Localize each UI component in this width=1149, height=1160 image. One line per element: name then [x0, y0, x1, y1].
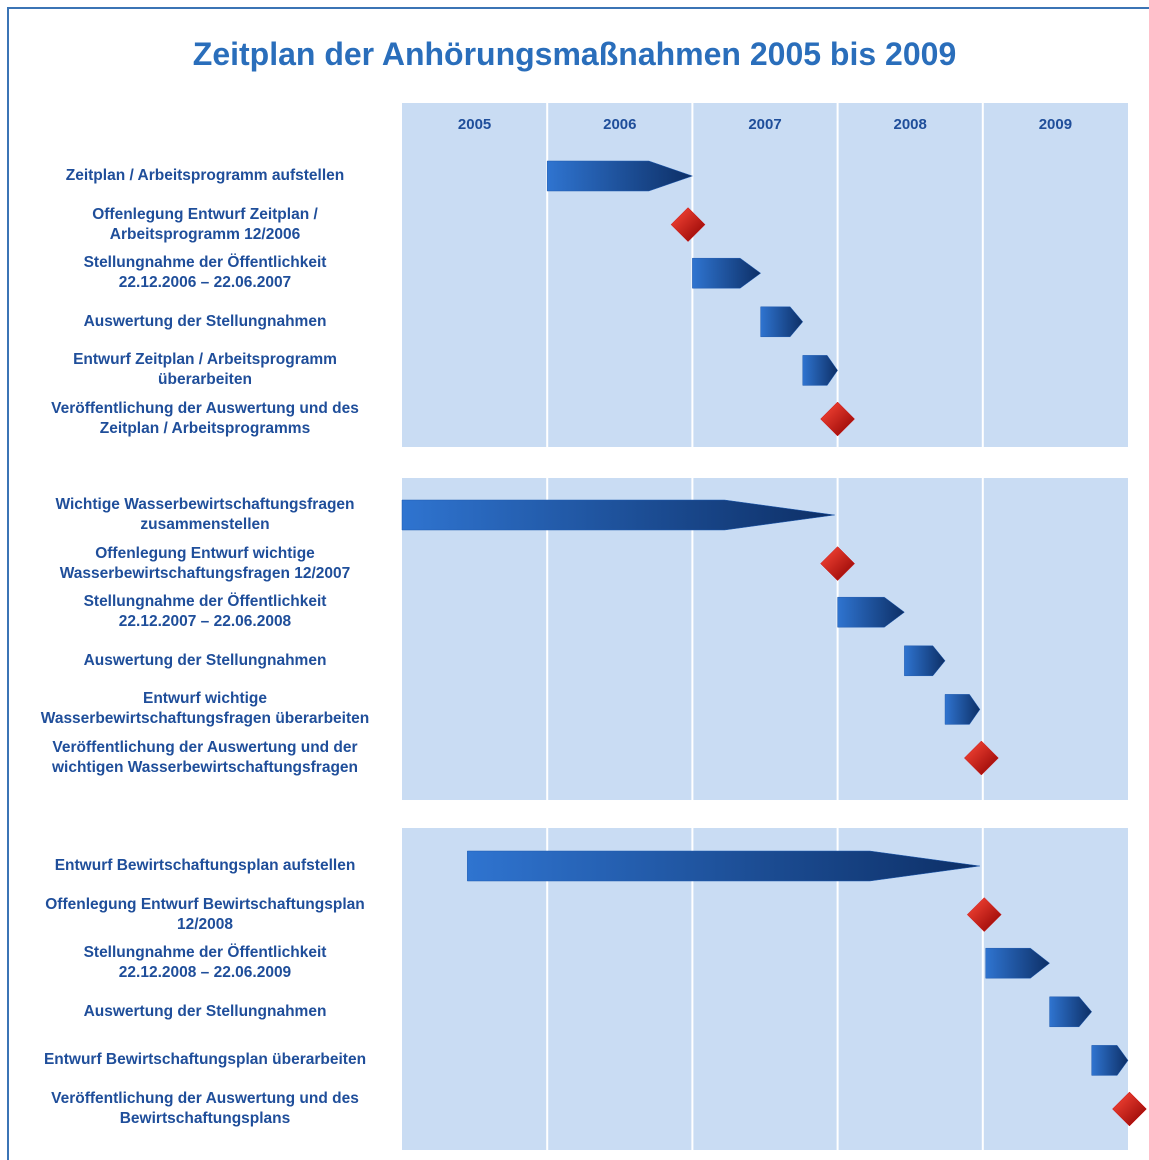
- year-label: 2008: [894, 116, 927, 133]
- task-bar: [1091, 1045, 1129, 1076]
- milestone: [966, 897, 1002, 932]
- year-label: 2009: [1039, 116, 1072, 133]
- task-bar: [904, 645, 946, 677]
- task-label: Offenlegung Entwurf wichtige Wasserbewir…: [59, 544, 351, 582]
- task-bar: [692, 257, 762, 289]
- task-label: Stellungnahme der Öffentlichkeit 22.12.2…: [83, 944, 327, 982]
- task-label: Entwurf Bewirtschaftungsplan überarbeite…: [43, 1051, 367, 1069]
- task-bar: [944, 694, 981, 725]
- panel: [402, 828, 1128, 1150]
- task-bar: [802, 355, 838, 386]
- year-label: 2006: [603, 116, 636, 133]
- panel: [402, 103, 1128, 447]
- task-bar: [837, 596, 905, 628]
- milestone: [963, 740, 999, 776]
- year-label: 2005: [458, 116, 491, 133]
- task-bar: [760, 306, 804, 338]
- task-label: Entwurf Zeitplan / Arbeitsprogramm übera…: [73, 351, 337, 389]
- task-label: Zeitplan / Arbeitsprogramm aufstellen: [65, 167, 345, 184]
- task-label: Stellungnahme der Öffentlichkeit 22.12.2…: [83, 593, 327, 631]
- task-label: Veröffentlichung der Auswertung und des …: [51, 1090, 359, 1127]
- milestone: [670, 207, 706, 242]
- task-label: Auswertung der Stellungnahmen: [83, 312, 327, 330]
- task-bar: [467, 850, 980, 882]
- chart-title: Zeitplan der Anhörungsmaßnahmen 2005 bis…: [192, 36, 957, 72]
- task-label: Veröffentlichung der Auswertung und des …: [51, 400, 359, 437]
- task-label: Auswertung der Stellungnahmen: [83, 1002, 327, 1020]
- task-bar: [1049, 996, 1093, 1028]
- milestone: [820, 546, 855, 581]
- frame: [7, 7, 1149, 1160]
- task-label: Wichtige Wasserbewirtschaftungsfragen zu…: [55, 496, 355, 533]
- task-label: Offenlegung Entwurf Bewirtschaftungsplan…: [45, 895, 365, 933]
- task-label: Offenlegung Entwurf Zeitplan / Arbeitspr…: [92, 205, 318, 243]
- task-label: Stellungnahme der Öffentlichkeit 22.12.2…: [83, 254, 327, 292]
- year-label: 2007: [748, 116, 781, 133]
- task-label: Entwurf wichtige Wasserbewirtschaftungsf…: [40, 690, 370, 728]
- milestone: [1112, 1091, 1147, 1127]
- task-bar: [985, 947, 1050, 979]
- task-bar: [546, 160, 694, 192]
- task-label: Auswertung der Stellungnahmen: [83, 651, 327, 669]
- panel: [402, 478, 1128, 800]
- task-label: Entwurf Bewirtschaftungsplan aufstellen: [54, 857, 356, 874]
- task-bar: [401, 499, 835, 531]
- milestone: [820, 401, 855, 437]
- task-label: Veröffentlichung der Auswertung und der …: [51, 739, 359, 776]
